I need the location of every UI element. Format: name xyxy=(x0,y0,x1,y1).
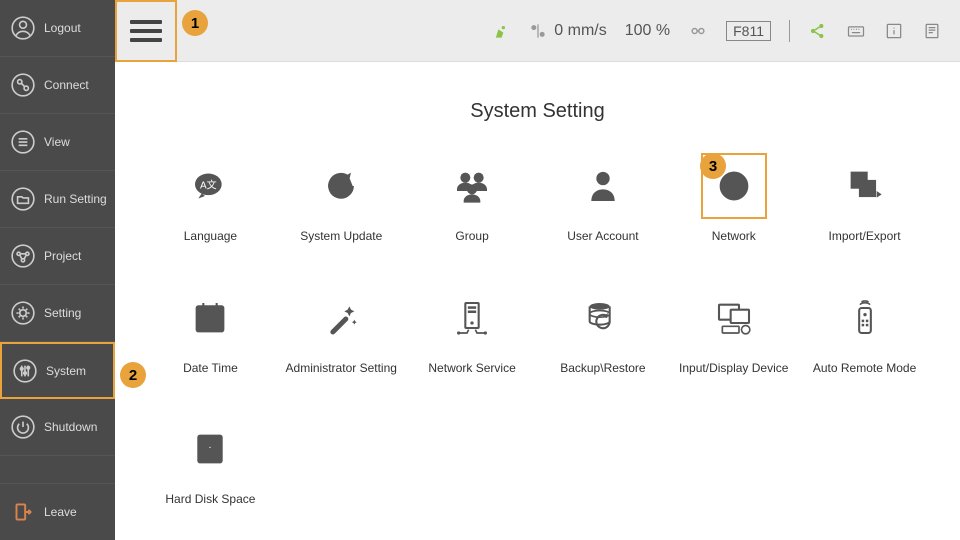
speed-icon xyxy=(528,21,548,41)
leave-icon xyxy=(10,499,36,525)
sidebar-item-leave[interactable]: Leave xyxy=(0,483,115,540)
callout-1: 1 xyxy=(182,10,208,36)
tile-date-time[interactable]: 23 Date Time xyxy=(145,285,276,377)
topbar-status-area: 0 mm/s 100 % F811 xyxy=(490,20,960,42)
tile-label: Administrator Setting xyxy=(286,361,397,377)
group-icon xyxy=(452,166,492,206)
user-circle-icon xyxy=(10,15,36,41)
callout-2: 2 xyxy=(120,362,146,388)
robot-status-icon xyxy=(490,21,510,41)
list-icon xyxy=(10,129,36,155)
sidebar-item-system[interactable]: System xyxy=(0,342,115,399)
tile-label: Hard Disk Space xyxy=(165,492,255,508)
tile-network[interactable]: Network xyxy=(668,153,799,245)
sidebar-label: Connect xyxy=(44,78,89,92)
sidebar-item-connect[interactable]: Connect xyxy=(0,57,115,114)
hamburger-icon xyxy=(130,15,162,47)
sidebar-label: Shutdown xyxy=(44,420,97,434)
gear-icon xyxy=(10,300,36,326)
sidebar-item-project[interactable]: Project xyxy=(0,228,115,285)
hamburger-button[interactable] xyxy=(115,0,177,62)
user-icon xyxy=(583,166,623,206)
sidebar-label: View xyxy=(44,135,70,149)
percent-value: 100 % xyxy=(625,22,670,40)
sidebar-item-shutdown[interactable]: Shutdown xyxy=(0,399,115,456)
tile-label: Import/Export xyxy=(829,229,901,245)
sidebar-label: Leave xyxy=(44,505,77,519)
server-icon xyxy=(452,298,492,338)
topbar: 0 mm/s 100 % F811 xyxy=(115,0,960,62)
info-icon[interactable] xyxy=(884,21,904,41)
folder-icon xyxy=(10,186,36,212)
database-icon xyxy=(583,298,623,338)
link-icon xyxy=(688,21,708,41)
connect-icon xyxy=(10,72,36,98)
power-icon xyxy=(10,414,36,440)
tile-group[interactable]: Group xyxy=(407,153,538,245)
tile-auto-remote[interactable]: Auto Remote Mode xyxy=(799,285,930,377)
tile-io-device[interactable]: Input/Display Device xyxy=(668,285,799,377)
tile-label: Network Service xyxy=(428,361,515,377)
sliders-icon xyxy=(12,358,38,384)
calendar-icon: 23 xyxy=(190,298,230,338)
magic-wand-icon xyxy=(321,298,361,338)
tile-label: Language xyxy=(184,229,237,245)
sidebar-item-setting[interactable]: Setting xyxy=(0,285,115,342)
sidebar-item-view[interactable]: View xyxy=(0,114,115,171)
sidebar-label: Logout xyxy=(44,21,81,35)
tile-system-update[interactable]: System Update xyxy=(276,153,407,245)
keyboard-icon[interactable] xyxy=(846,21,866,41)
devices-icon xyxy=(714,298,754,338)
firmware-badge: F811 xyxy=(726,21,771,41)
remote-icon xyxy=(845,298,885,338)
nodes-icon xyxy=(10,243,36,269)
tile-backup-restore[interactable]: Backup\Restore xyxy=(537,285,668,377)
svg-text:23: 23 xyxy=(203,315,217,329)
sidebar-label: System xyxy=(46,364,86,378)
tile-label: Group xyxy=(455,229,488,245)
sidebar: Logout Connect View Run Setting Project … xyxy=(0,0,115,540)
tile-label: Date Time xyxy=(183,361,238,377)
tile-label: Backup\Restore xyxy=(560,361,645,377)
content-area: System Setting A文 Language System Update… xyxy=(115,62,960,540)
svg-text:A文: A文 xyxy=(200,179,217,192)
sidebar-label: Setting xyxy=(44,306,81,320)
sidebar-label: Run Setting xyxy=(44,192,107,206)
import-export-icon xyxy=(845,166,885,206)
speed-value: 0 mm/s xyxy=(554,22,606,40)
tile-hard-disk[interactable]: Hard Disk Space xyxy=(145,416,276,508)
sidebar-item-logout[interactable]: Logout xyxy=(0,0,115,57)
callout-3: 3 xyxy=(700,153,726,179)
tile-language[interactable]: A文 Language xyxy=(145,153,276,245)
tile-user-account[interactable]: User Account xyxy=(537,153,668,245)
hard-disk-icon xyxy=(190,429,230,469)
sidebar-item-run-setting[interactable]: Run Setting xyxy=(0,171,115,228)
tile-label: User Account xyxy=(567,229,638,245)
page-title: System Setting xyxy=(125,100,950,123)
language-icon: A文 xyxy=(190,166,230,206)
tile-admin-setting[interactable]: Administrator Setting xyxy=(276,285,407,377)
share-icon xyxy=(808,21,828,41)
separator xyxy=(789,20,790,42)
update-icon xyxy=(321,166,361,206)
document-icon[interactable] xyxy=(922,21,942,41)
tile-label: Network xyxy=(712,229,756,245)
settings-grid: A文 Language System Update Group User Acc… xyxy=(125,153,950,508)
tile-import-export[interactable]: Import/Export xyxy=(799,153,930,245)
tile-network-service[interactable]: Network Service xyxy=(407,285,538,377)
tile-label: Input/Display Device xyxy=(679,361,788,377)
tile-label: Auto Remote Mode xyxy=(813,361,916,377)
sidebar-label: Project xyxy=(44,249,81,263)
tile-label: System Update xyxy=(300,229,382,245)
